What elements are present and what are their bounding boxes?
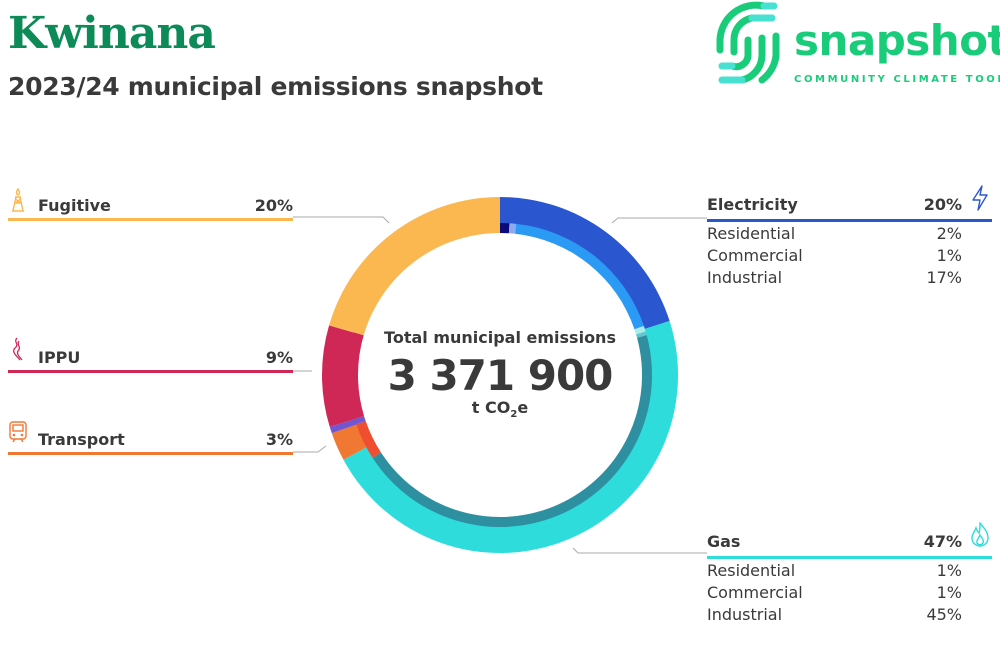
donut-segment-electricity-commercial bbox=[508, 223, 517, 234]
donut-segment-gas-commercial bbox=[636, 331, 647, 338]
subsector-percent: 2% bbox=[936, 224, 962, 243]
donut-segment-ippu bbox=[348, 332, 365, 419]
fingerprint-logo-icon bbox=[716, 1, 780, 84]
flame-icon bbox=[971, 522, 989, 547]
unit-subscript: 2 bbox=[510, 409, 518, 421]
page-title: Kwinana bbox=[8, 8, 216, 59]
train-icon bbox=[9, 421, 27, 443]
category-percent: 9% bbox=[265, 348, 293, 367]
lightning-icon bbox=[972, 185, 988, 211]
donut-segment-transport bbox=[356, 421, 381, 458]
category-gas: Gas 47% Residential 1% Commercial 1% Indus… bbox=[707, 522, 992, 625]
category-electricity: Electricity 20% Residential 2% Commercial… bbox=[707, 185, 992, 288]
donut-segment-electricity-industrial bbox=[515, 223, 644, 330]
category-percent: 20% bbox=[923, 195, 962, 214]
category-label: Fugitive bbox=[38, 196, 111, 215]
donut-segment-fugitive bbox=[354, 223, 500, 336]
donut-segment-other bbox=[354, 416, 366, 425]
category-transport: Transport 3% bbox=[8, 421, 293, 455]
subsector-percent: 1% bbox=[936, 246, 962, 265]
subsector-percent: 45% bbox=[926, 605, 962, 624]
subsector-row: Industrial 45% bbox=[707, 603, 992, 625]
category-underline bbox=[8, 370, 293, 373]
category-percent: 20% bbox=[254, 196, 293, 215]
subsector-row: Residential 1% bbox=[707, 559, 992, 581]
logo-tagline: COMMUNITY CLIMATE TOOL bbox=[794, 74, 1000, 85]
category-label: Gas bbox=[707, 532, 741, 551]
donut-segment-gas bbox=[343, 321, 678, 553]
leader-line-fugitive bbox=[293, 216, 390, 224]
category-fugitive: Fugitive 20% bbox=[8, 188, 293, 221]
leader-line-gas bbox=[572, 547, 707, 554]
logo-wordmark: snapshot bbox=[794, 16, 1000, 65]
leader-line-electricity bbox=[611, 217, 707, 224]
category-underline bbox=[8, 218, 293, 221]
subsector-label: Industrial bbox=[707, 268, 783, 287]
subsector-row: Commercial 1% bbox=[707, 581, 992, 603]
category-underline bbox=[707, 556, 992, 559]
total-unit: t CO2e bbox=[380, 398, 620, 420]
smoke-icon bbox=[13, 337, 23, 361]
subsector-label: Residential bbox=[707, 224, 796, 243]
gas-flare-icon bbox=[12, 188, 24, 212]
donut-segment-transport bbox=[331, 424, 368, 460]
total-label: Total municipal emissions bbox=[384, 328, 616, 347]
category-label: IPPU bbox=[38, 348, 81, 367]
total-value: 3 371 900 bbox=[387, 351, 614, 400]
donut-segment-fugitive bbox=[329, 197, 500, 333]
subsector-label: Residential bbox=[707, 561, 796, 580]
donut-segment-electricity-residential bbox=[500, 223, 510, 234]
subsector-label: Commercial bbox=[707, 583, 803, 602]
inner-ring bbox=[348, 223, 652, 527]
category-underline bbox=[707, 219, 992, 222]
category-percent: 3% bbox=[265, 430, 293, 449]
category-underline bbox=[8, 452, 293, 455]
category-label: Electricity bbox=[707, 195, 798, 214]
chart-center: Total municipal emissions 3 371 900 t CO… bbox=[380, 328, 620, 420]
donut-segment-ippu bbox=[321, 325, 356, 427]
unit-prefix: t CO bbox=[471, 398, 511, 417]
donut-segment-gas-residential bbox=[634, 326, 646, 335]
donut-segment-electricity bbox=[500, 197, 670, 330]
snapshot-logo: snapshot COMMUNITY CLIMATE TOOL bbox=[712, 0, 1000, 92]
donut-segment-other bbox=[329, 418, 358, 434]
subsector-percent: 1% bbox=[936, 583, 962, 602]
category-percent: 47% bbox=[923, 532, 962, 551]
subsector-label: Commercial bbox=[707, 246, 803, 265]
subsector-row: Residential 2% bbox=[707, 222, 992, 244]
subsector-row: Commercial 1% bbox=[707, 244, 992, 266]
page-subtitle: 2023/24 municipal emissions snapshot bbox=[8, 72, 543, 101]
leader-line-transport bbox=[293, 445, 327, 453]
subsector-percent: 1% bbox=[936, 561, 962, 580]
subsector-row: Industrial 17% bbox=[707, 266, 992, 288]
subsector-label: Industrial bbox=[707, 605, 783, 624]
category-ippu: IPPU 9% bbox=[8, 337, 293, 373]
unit-suffix: e bbox=[517, 398, 529, 417]
subsector-percent: 17% bbox=[926, 268, 962, 287]
category-label: Transport bbox=[38, 430, 125, 449]
